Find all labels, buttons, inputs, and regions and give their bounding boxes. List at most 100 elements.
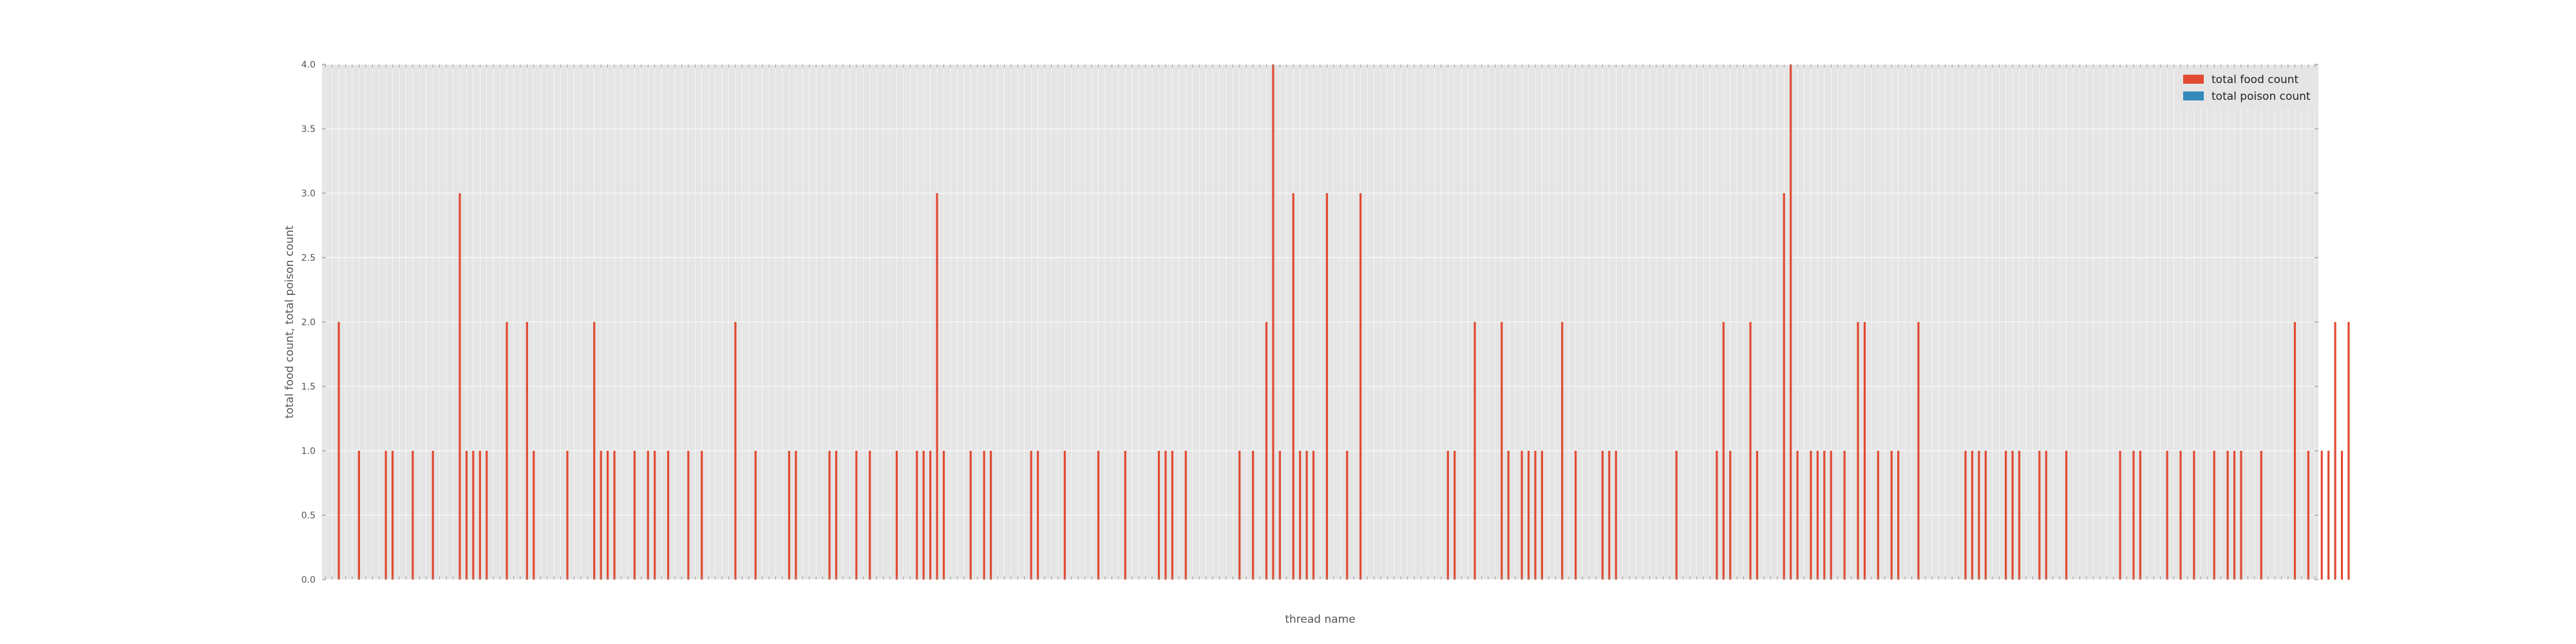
bar xyxy=(1857,322,1859,580)
bar xyxy=(2233,451,2236,580)
bar xyxy=(1265,322,1268,580)
bar xyxy=(1292,193,1294,580)
bar xyxy=(1359,193,1362,580)
legend-swatch-food xyxy=(2183,75,2204,84)
bar xyxy=(1756,451,1759,580)
bar xyxy=(337,322,340,580)
bar xyxy=(1796,451,1799,580)
bar xyxy=(2213,451,2215,580)
bar xyxy=(1164,451,1167,580)
bar xyxy=(1978,451,1980,580)
bar xyxy=(1454,451,1456,580)
bar xyxy=(1877,451,1879,580)
bar xyxy=(1534,451,1537,580)
bar xyxy=(855,451,858,580)
bar xyxy=(1037,451,1039,580)
bars xyxy=(337,64,2350,580)
bar xyxy=(1615,451,1617,580)
bar xyxy=(828,451,831,580)
bar xyxy=(929,451,932,580)
y-tick-label: 2.5 xyxy=(301,253,316,263)
bar xyxy=(506,322,508,580)
bar xyxy=(1501,322,1503,580)
bar xyxy=(1238,451,1241,580)
bar xyxy=(2018,451,2021,580)
y-tick-label: 2.0 xyxy=(301,317,316,328)
bar xyxy=(2334,322,2336,580)
bar xyxy=(1783,193,1785,580)
bar xyxy=(687,451,690,580)
legend-label-poison: total poison count xyxy=(2211,90,2311,103)
bar xyxy=(1272,64,1274,580)
bar xyxy=(1722,322,1725,580)
bar xyxy=(835,451,838,580)
y-axis-label: total food count, total poison count xyxy=(283,225,296,419)
bar xyxy=(486,451,488,580)
y-tick-label: 4.0 xyxy=(301,60,316,70)
bar xyxy=(2011,451,2014,580)
bar xyxy=(1446,451,1449,580)
bar xyxy=(989,451,992,580)
bar xyxy=(2045,451,2047,580)
bar xyxy=(895,451,898,580)
bar xyxy=(1346,451,1349,580)
bar xyxy=(2347,322,2350,580)
bar xyxy=(600,451,602,580)
bar xyxy=(526,322,528,580)
bar xyxy=(613,451,616,580)
bar xyxy=(607,451,609,580)
bar xyxy=(2327,451,2330,580)
bar xyxy=(869,451,871,580)
bar xyxy=(2320,451,2323,580)
bar xyxy=(1601,451,1604,580)
bar xyxy=(1507,451,1510,580)
bar xyxy=(1749,322,1752,580)
bar xyxy=(2240,451,2242,580)
bar xyxy=(1030,451,1032,580)
bar xyxy=(1473,322,1476,580)
bar xyxy=(2038,451,2041,580)
bar xyxy=(1520,451,1523,580)
bar xyxy=(916,451,918,580)
bar xyxy=(1890,451,1893,580)
bar xyxy=(647,451,649,580)
bar xyxy=(1843,451,1846,580)
bar xyxy=(391,451,394,580)
bar xyxy=(1823,451,1826,580)
bar xyxy=(936,193,938,580)
bar xyxy=(465,451,468,580)
bar xyxy=(2226,451,2229,580)
bar xyxy=(566,451,569,580)
bar xyxy=(2340,451,2344,580)
bar xyxy=(922,451,925,580)
bar xyxy=(1964,451,1967,580)
bar xyxy=(384,451,387,580)
bar xyxy=(1716,451,1718,580)
legend-label-food: total food count xyxy=(2211,73,2299,86)
bar xyxy=(1816,451,1819,580)
bar xyxy=(459,193,461,580)
bar xyxy=(2179,451,2182,580)
bar xyxy=(2293,322,2297,580)
y-axis-ticks: 0.0 0.5 1.0 1.5 2.0 2.5 3.0 3.5 4.0 xyxy=(301,60,2318,585)
y-tick-label: 1.0 xyxy=(301,446,316,457)
bar xyxy=(472,451,475,580)
y-tick-label: 0.5 xyxy=(301,511,316,521)
bar xyxy=(795,451,797,580)
bar xyxy=(1157,451,1160,580)
bar xyxy=(1527,451,1530,580)
bar xyxy=(1278,451,1281,580)
y-tick-label: 0.0 xyxy=(301,575,316,585)
bar xyxy=(1124,451,1126,580)
legend-swatch-poison xyxy=(2183,91,2204,100)
y-tick-label: 3.5 xyxy=(301,124,316,135)
bar xyxy=(1171,451,1173,580)
bar xyxy=(478,451,481,580)
y-tick-label: 3.0 xyxy=(301,189,316,199)
bar xyxy=(1675,451,1678,580)
bar xyxy=(1984,451,1987,580)
bar xyxy=(2005,451,2007,580)
bar xyxy=(593,322,596,580)
y-tick-label: 1.5 xyxy=(301,382,316,392)
bar xyxy=(1863,322,1866,580)
